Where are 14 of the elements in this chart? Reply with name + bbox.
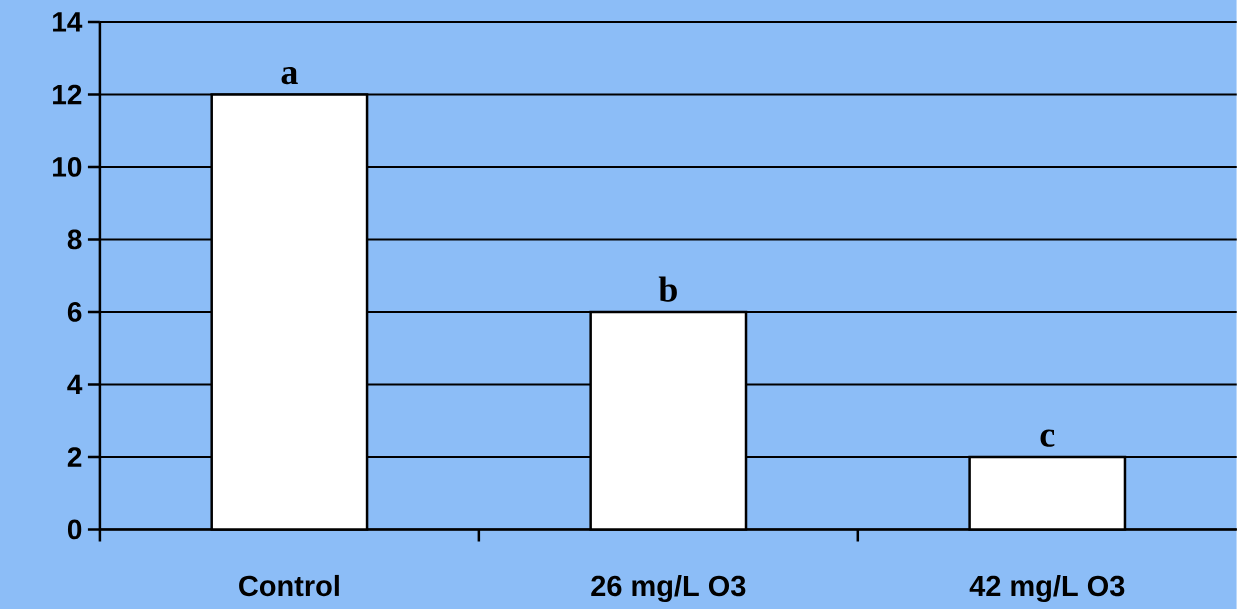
y-tick-label: 14 [53,12,83,32]
y-tick-label: 4 [67,374,83,394]
y-tick-label: 6 [67,301,82,322]
x-tick-label: 42 mg/L O3 [969,574,1125,602]
annotation: a [281,66,298,85]
annotation: b [658,276,677,302]
y-tick-label: 2 [67,447,82,467]
y-tick-label: 8 [67,229,82,250]
x-tick-label: 26 mg/L O3 [591,574,746,602]
x-tick-label: Control [239,574,339,597]
annotation: c [1040,429,1055,447]
y-tick-label: 12 [53,84,82,105]
y-tick-label: 0 [67,519,82,540]
y-tick-label: 10 [53,156,82,177]
